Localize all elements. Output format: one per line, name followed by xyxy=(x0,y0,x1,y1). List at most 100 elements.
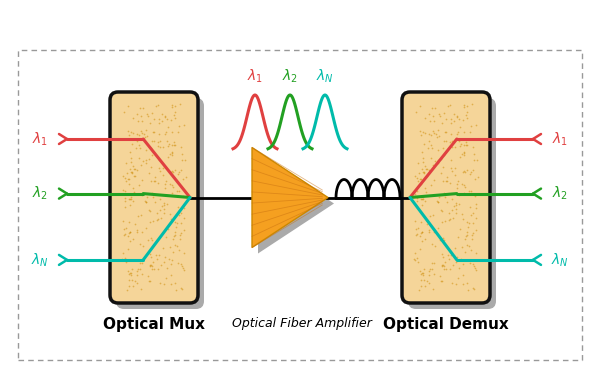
Point xyxy=(417,166,427,172)
Point xyxy=(160,254,170,260)
Point xyxy=(137,260,147,266)
Point xyxy=(163,143,173,149)
Point xyxy=(418,159,428,165)
Point xyxy=(421,130,430,136)
Point xyxy=(418,155,428,161)
Point xyxy=(149,116,159,122)
Point xyxy=(424,268,434,275)
Point xyxy=(426,155,436,161)
Point xyxy=(412,195,422,201)
Point xyxy=(460,257,469,264)
Point xyxy=(452,181,461,187)
Point xyxy=(466,188,476,194)
Point xyxy=(439,163,448,170)
Point xyxy=(120,195,130,201)
Point xyxy=(451,200,461,206)
Point xyxy=(451,245,460,251)
Point xyxy=(146,178,155,184)
Point xyxy=(137,162,146,168)
Point xyxy=(427,260,437,266)
Point xyxy=(172,220,181,226)
Point xyxy=(167,151,177,158)
Point xyxy=(166,271,176,278)
Point xyxy=(415,233,424,239)
Point xyxy=(469,230,478,237)
Point xyxy=(122,170,132,176)
Point xyxy=(448,261,458,268)
Point xyxy=(121,198,130,204)
Point xyxy=(425,213,435,220)
Point xyxy=(127,170,137,176)
Point xyxy=(429,130,439,136)
Point xyxy=(443,252,452,258)
Point xyxy=(419,266,429,272)
Point xyxy=(459,104,469,110)
Point xyxy=(121,225,130,231)
Point xyxy=(449,118,459,124)
Point xyxy=(151,103,161,109)
Point xyxy=(446,252,455,258)
Point xyxy=(169,236,178,242)
Point xyxy=(170,242,179,248)
Point xyxy=(463,114,472,121)
Point xyxy=(179,264,188,271)
Point xyxy=(455,124,464,130)
Point xyxy=(141,199,151,206)
Point xyxy=(179,267,189,273)
Point xyxy=(413,259,422,265)
FancyBboxPatch shape xyxy=(116,98,204,309)
Point xyxy=(455,143,465,149)
Point xyxy=(450,144,460,150)
Point xyxy=(466,247,476,254)
Point xyxy=(169,169,178,176)
Point xyxy=(449,203,459,209)
Point xyxy=(463,167,472,173)
Point xyxy=(441,116,451,122)
Point xyxy=(443,103,453,109)
Point xyxy=(180,156,190,163)
Point xyxy=(417,149,427,155)
Point xyxy=(141,157,151,163)
Point xyxy=(452,113,461,119)
Point xyxy=(430,229,439,235)
Point xyxy=(463,108,472,115)
Point xyxy=(439,110,448,116)
Point xyxy=(462,232,472,239)
Point xyxy=(162,138,172,144)
Point xyxy=(137,192,146,198)
Point xyxy=(428,266,437,272)
Point xyxy=(468,167,478,173)
Point xyxy=(410,256,419,262)
Point xyxy=(452,259,461,265)
Point xyxy=(138,158,148,164)
Point xyxy=(418,194,428,200)
Point xyxy=(125,149,135,155)
Point xyxy=(465,204,475,210)
Point xyxy=(447,144,457,151)
Point xyxy=(169,142,179,148)
Point xyxy=(121,255,130,261)
Point xyxy=(170,229,180,235)
Point xyxy=(430,243,440,250)
Text: $\lambda_2$: $\lambda_2$ xyxy=(282,67,298,85)
Point xyxy=(166,261,175,268)
Point xyxy=(431,131,441,137)
Point xyxy=(440,152,449,158)
Point xyxy=(169,139,178,145)
Point xyxy=(442,199,452,206)
Point xyxy=(412,255,422,261)
Point xyxy=(439,266,449,272)
FancyBboxPatch shape xyxy=(18,50,582,360)
Point xyxy=(171,287,181,293)
Point xyxy=(462,103,472,109)
Point xyxy=(173,260,182,266)
Point xyxy=(469,210,478,216)
Point xyxy=(458,117,467,123)
Point xyxy=(125,176,134,182)
Point xyxy=(119,109,128,115)
Point xyxy=(463,287,473,293)
Point xyxy=(154,138,163,145)
Point xyxy=(143,237,153,243)
Point xyxy=(163,201,172,207)
Point xyxy=(141,127,151,133)
